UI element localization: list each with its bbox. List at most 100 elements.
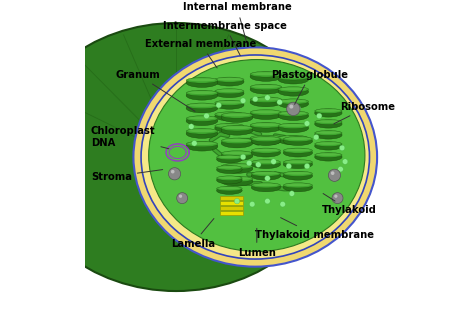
Ellipse shape (315, 142, 342, 146)
Bar (220, 210, 243, 215)
Ellipse shape (221, 113, 253, 118)
Ellipse shape (283, 172, 312, 180)
Ellipse shape (215, 77, 244, 82)
Ellipse shape (280, 136, 307, 139)
Ellipse shape (250, 84, 282, 90)
Ellipse shape (278, 75, 309, 84)
Ellipse shape (253, 160, 279, 163)
Circle shape (280, 202, 285, 207)
Circle shape (253, 96, 258, 102)
Ellipse shape (215, 112, 244, 117)
Circle shape (171, 170, 174, 174)
Ellipse shape (186, 116, 218, 122)
Ellipse shape (215, 100, 244, 105)
Ellipse shape (215, 89, 244, 94)
Ellipse shape (221, 176, 253, 182)
Ellipse shape (280, 124, 307, 127)
Ellipse shape (285, 184, 311, 186)
Circle shape (240, 98, 246, 104)
Ellipse shape (221, 177, 253, 186)
Ellipse shape (315, 142, 342, 150)
Ellipse shape (221, 138, 253, 144)
Ellipse shape (285, 160, 311, 163)
Ellipse shape (316, 109, 340, 112)
Ellipse shape (217, 155, 242, 160)
Circle shape (334, 195, 337, 198)
Ellipse shape (223, 113, 251, 117)
Ellipse shape (250, 110, 282, 119)
Ellipse shape (223, 152, 251, 155)
Ellipse shape (221, 113, 253, 122)
Ellipse shape (283, 160, 312, 165)
Ellipse shape (221, 164, 253, 173)
Ellipse shape (283, 137, 312, 145)
Ellipse shape (250, 71, 282, 77)
Circle shape (331, 171, 335, 175)
Circle shape (189, 124, 194, 129)
Ellipse shape (315, 131, 342, 135)
Ellipse shape (283, 183, 312, 188)
Circle shape (339, 145, 345, 151)
Ellipse shape (280, 75, 307, 78)
Ellipse shape (315, 153, 342, 161)
Ellipse shape (217, 89, 242, 92)
Circle shape (255, 162, 261, 167)
Ellipse shape (217, 186, 242, 191)
Circle shape (204, 113, 210, 119)
Ellipse shape (250, 72, 282, 81)
Ellipse shape (283, 183, 312, 192)
Ellipse shape (217, 166, 242, 170)
Ellipse shape (278, 135, 309, 141)
Ellipse shape (217, 166, 242, 174)
Ellipse shape (253, 149, 279, 152)
Text: Lumen: Lumen (238, 228, 276, 258)
Text: Intermembrane space: Intermembrane space (163, 21, 287, 55)
Text: Granum: Granum (116, 70, 195, 111)
Ellipse shape (134, 47, 377, 267)
Ellipse shape (251, 148, 281, 157)
Ellipse shape (251, 183, 281, 188)
Text: Ribosome: Ribosome (334, 102, 395, 124)
Ellipse shape (283, 171, 312, 176)
Circle shape (287, 102, 300, 116)
Ellipse shape (217, 176, 242, 184)
Text: External membrane: External membrane (145, 39, 256, 68)
Ellipse shape (251, 172, 281, 180)
Ellipse shape (278, 111, 309, 117)
Ellipse shape (253, 137, 279, 140)
Ellipse shape (278, 87, 309, 96)
Ellipse shape (251, 160, 281, 169)
Ellipse shape (252, 98, 280, 101)
Ellipse shape (186, 104, 218, 113)
Ellipse shape (251, 137, 281, 145)
Ellipse shape (283, 160, 312, 169)
Ellipse shape (315, 120, 342, 124)
Ellipse shape (218, 166, 241, 169)
Ellipse shape (285, 137, 311, 140)
Ellipse shape (186, 91, 218, 100)
Ellipse shape (316, 153, 340, 156)
Circle shape (332, 193, 343, 204)
Ellipse shape (251, 171, 281, 176)
Circle shape (240, 154, 246, 160)
Ellipse shape (217, 124, 242, 127)
Circle shape (271, 159, 276, 164)
Circle shape (168, 168, 181, 180)
Ellipse shape (250, 97, 282, 103)
Ellipse shape (316, 131, 340, 134)
Ellipse shape (285, 172, 311, 175)
Ellipse shape (252, 72, 280, 75)
Ellipse shape (251, 160, 281, 165)
Ellipse shape (251, 183, 281, 192)
Ellipse shape (280, 112, 307, 115)
Ellipse shape (252, 136, 280, 139)
Ellipse shape (223, 126, 251, 129)
Ellipse shape (278, 112, 309, 121)
Ellipse shape (217, 101, 242, 104)
Ellipse shape (315, 108, 342, 113)
Circle shape (216, 103, 221, 108)
Ellipse shape (188, 91, 216, 94)
Ellipse shape (186, 116, 218, 126)
Ellipse shape (188, 117, 216, 120)
Circle shape (249, 202, 255, 207)
